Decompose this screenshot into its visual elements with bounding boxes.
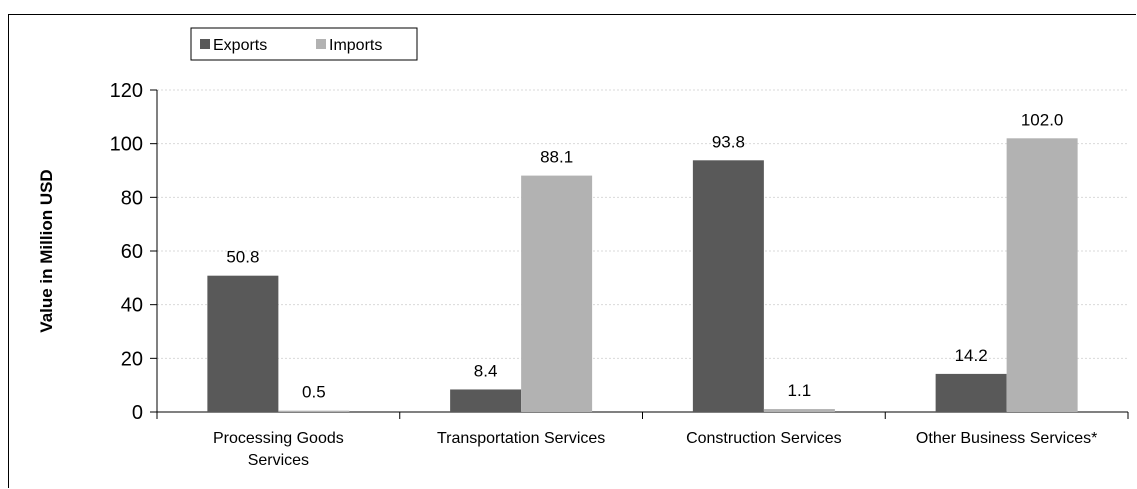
y-tick-label: 60 <box>121 241 143 263</box>
data-label-exports-2: 93.8 <box>712 132 745 151</box>
data-label-imports-1: 88.1 <box>540 148 573 167</box>
bars <box>207 138 1078 413</box>
category-label: Other Business Services* <box>916 430 1097 447</box>
y-tick-label: 0 <box>132 402 143 424</box>
legend-label-imports: Imports <box>329 37 382 54</box>
y-tick-label: 100 <box>110 134 143 156</box>
data-label-imports-0: 0.5 <box>302 383 326 402</box>
y-tick-label: 40 <box>121 295 143 317</box>
legend-label-exports: Exports <box>213 37 267 54</box>
category-label: Processing Goods <box>213 430 344 447</box>
bar-imports-3 <box>1006 138 1078 413</box>
data-label-imports-3: 102.0 <box>1021 110 1064 129</box>
bar-exports-3 <box>935 373 1007 412</box>
y-tick-label: 120 <box>110 80 143 102</box>
y-axis-title: Value in Million USD <box>37 169 56 332</box>
legend-swatch-imports <box>316 39 326 49</box>
labels: 0 20 40 60 80 100 120 50.8 0.5 Processing Goods Se… <box>110 80 1098 469</box>
legend-swatch-exports <box>200 39 210 49</box>
bar-exports-2 <box>692 160 764 412</box>
category-label: Construction Services <box>686 430 842 447</box>
chart-frame <box>8 14 1136 488</box>
legend: Exports Imports <box>190 27 418 61</box>
data-label-exports-0: 50.8 <box>226 248 259 267</box>
y-tick-label: 20 <box>121 348 143 370</box>
data-label-exports-1: 8.4 <box>474 361 498 380</box>
bar-imports-0 <box>278 410 350 412</box>
bar-exports-0 <box>207 275 279 412</box>
axes <box>150 89 1129 419</box>
bar-imports-2 <box>763 409 835 412</box>
data-label-imports-2: 1.1 <box>788 381 812 400</box>
category-label: Services <box>248 452 309 469</box>
data-label-exports-3: 14.2 <box>955 346 988 365</box>
bar-imports-1 <box>521 175 593 412</box>
y-tick-label: 80 <box>121 187 143 209</box>
gridlines <box>157 89 1128 359</box>
legend-box <box>190 27 418 61</box>
bar-exports-1 <box>450 389 522 412</box>
category-label: Transportation Services <box>437 430 605 447</box>
